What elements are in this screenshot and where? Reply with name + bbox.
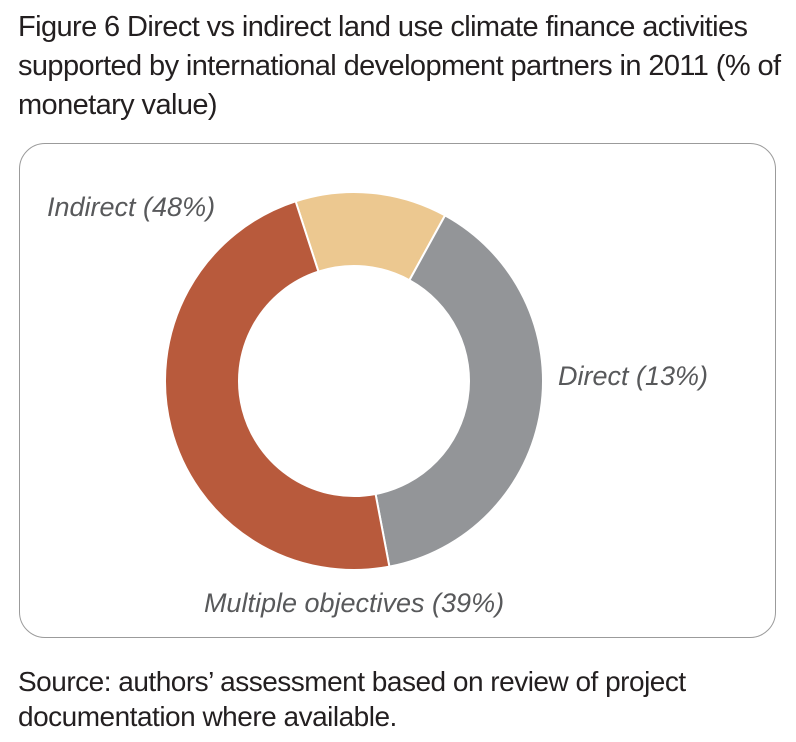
slice-label-indirect: Indirect (48%) bbox=[47, 192, 215, 222]
slice-label-multiple-objectives: Multiple objectives (39%) bbox=[204, 588, 504, 618]
donut-slice-labels: Direct (13%) Multiple objectives (39%) Ind… bbox=[47, 192, 708, 618]
donut-slices bbox=[164, 191, 544, 571]
figure-title: Figure 6 Direct vs indirect land use cli… bbox=[18, 11, 781, 121]
slice-indirect bbox=[164, 199, 391, 571]
slice-label-direct: Direct (13%) bbox=[558, 361, 708, 391]
slice-multiple-objectives bbox=[374, 214, 544, 568]
source-note: Source: authors’ assessment based on rev… bbox=[18, 666, 686, 732]
